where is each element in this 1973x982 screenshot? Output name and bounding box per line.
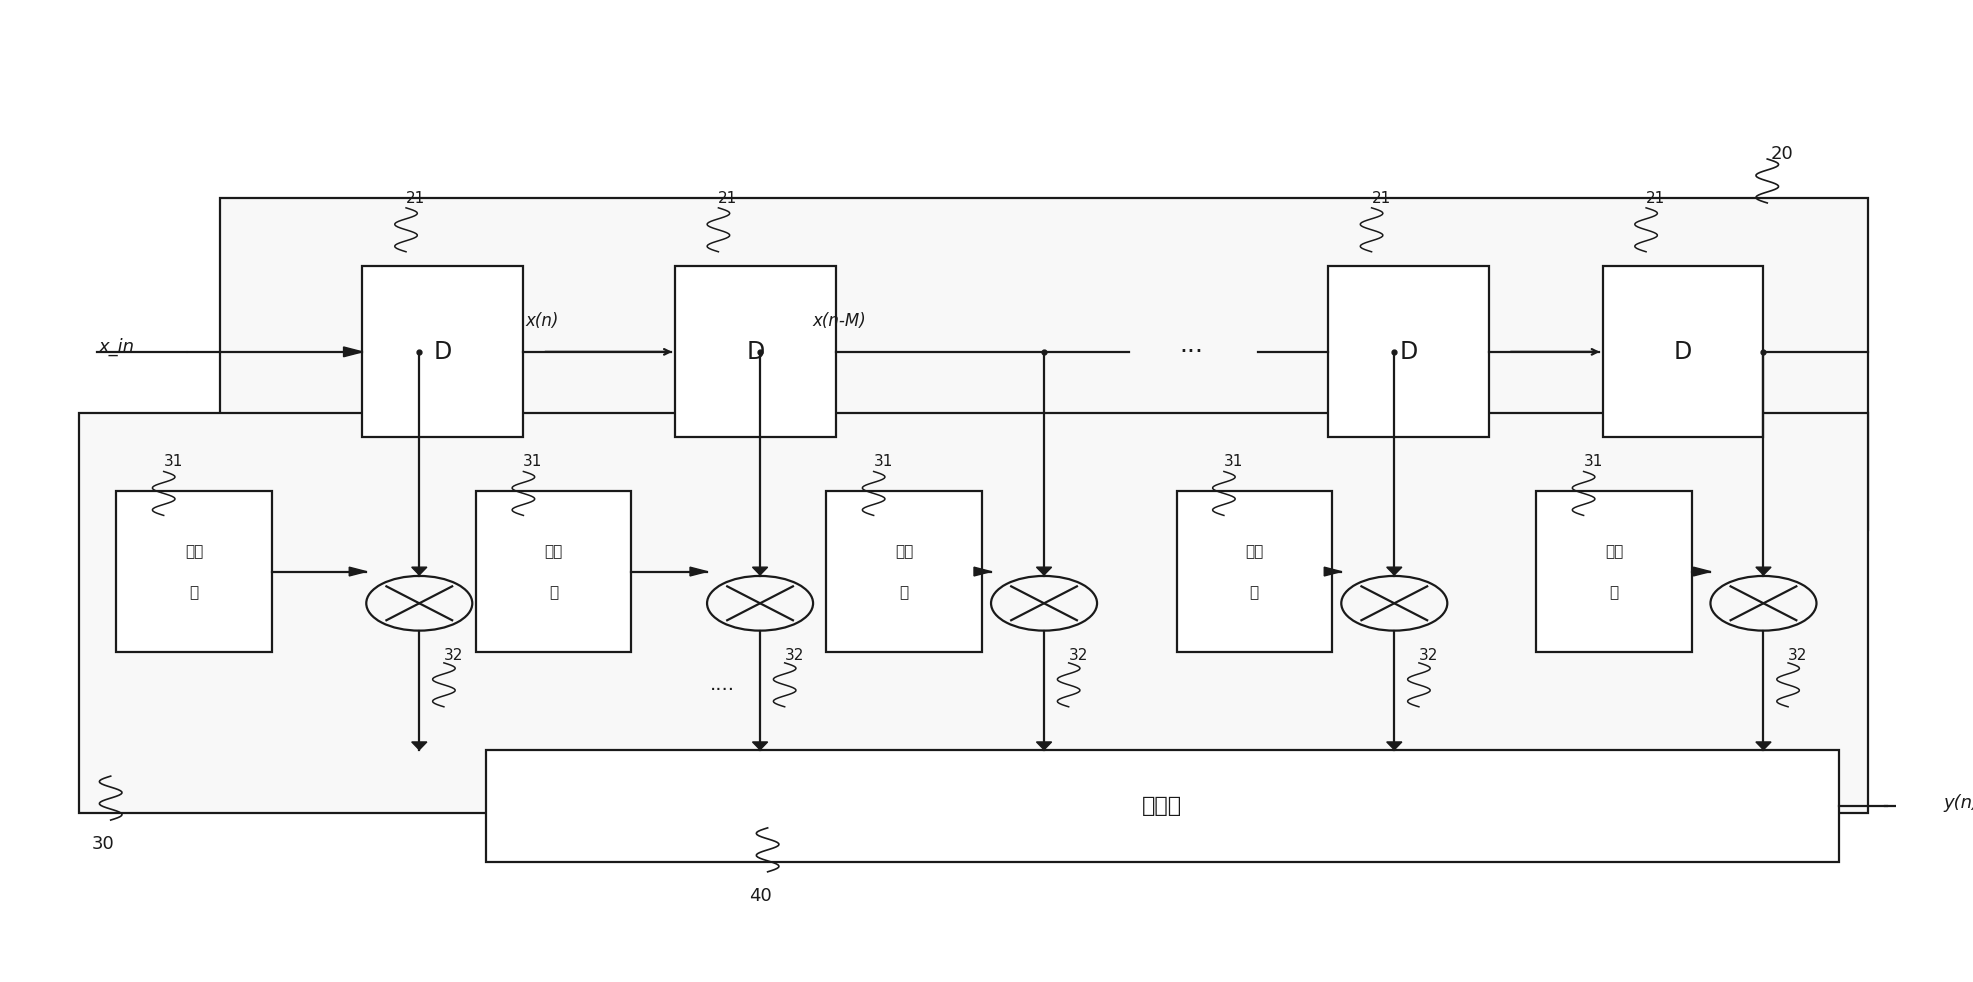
- Text: 累加器: 累加器: [1142, 795, 1182, 816]
- Text: 31: 31: [523, 455, 543, 469]
- Text: 21: 21: [406, 191, 424, 205]
- Text: 21: 21: [1645, 191, 1665, 205]
- Text: 32: 32: [1069, 647, 1087, 663]
- Polygon shape: [752, 568, 767, 575]
- Text: D: D: [1673, 340, 1693, 364]
- Polygon shape: [1756, 742, 1772, 750]
- Bar: [675, 266, 837, 437]
- Text: 31: 31: [874, 455, 894, 469]
- Text: D: D: [1399, 340, 1419, 364]
- Bar: [1602, 266, 1764, 437]
- Polygon shape: [1324, 568, 1342, 576]
- Text: 30: 30: [91, 836, 114, 853]
- Bar: [1176, 491, 1332, 652]
- Text: 32: 32: [444, 647, 464, 663]
- Polygon shape: [691, 568, 706, 576]
- Bar: [1537, 491, 1691, 652]
- Polygon shape: [1036, 742, 1052, 750]
- Text: 器: 器: [548, 585, 558, 601]
- Polygon shape: [1756, 568, 1772, 575]
- Text: x_in: x_in: [99, 338, 134, 356]
- Bar: [79, 412, 1868, 813]
- Bar: [1328, 266, 1490, 437]
- Text: D: D: [434, 340, 452, 364]
- Text: 选择: 选择: [185, 545, 203, 560]
- Text: ····: ····: [710, 681, 734, 700]
- Bar: [475, 491, 631, 652]
- Polygon shape: [752, 742, 767, 750]
- Text: 32: 32: [1419, 647, 1438, 663]
- Text: 21: 21: [718, 191, 738, 205]
- Text: 器: 器: [1249, 585, 1259, 601]
- Text: 选择: 选择: [1604, 545, 1624, 560]
- Text: 40: 40: [748, 887, 771, 905]
- Bar: [485, 750, 1839, 862]
- Text: 器: 器: [900, 585, 908, 601]
- Text: 20: 20: [1772, 145, 1793, 163]
- Bar: [827, 491, 983, 652]
- Polygon shape: [412, 568, 426, 575]
- Polygon shape: [1387, 742, 1403, 750]
- Text: x(n-M): x(n-M): [813, 311, 866, 330]
- Text: 31: 31: [1223, 455, 1243, 469]
- Polygon shape: [975, 568, 990, 576]
- Polygon shape: [1387, 568, 1403, 575]
- Text: 32: 32: [1788, 647, 1807, 663]
- Polygon shape: [412, 742, 426, 750]
- Text: D: D: [746, 340, 764, 364]
- Polygon shape: [1693, 568, 1711, 576]
- Text: 选择: 选择: [1245, 545, 1263, 560]
- Text: 器: 器: [189, 585, 199, 601]
- Polygon shape: [1898, 801, 1916, 810]
- Bar: [363, 266, 523, 437]
- Text: ···: ···: [1180, 340, 1204, 364]
- Text: 器: 器: [1610, 585, 1618, 601]
- Text: 21: 21: [1371, 191, 1391, 205]
- Polygon shape: [349, 568, 367, 576]
- Text: 31: 31: [164, 455, 183, 469]
- Text: 31: 31: [1584, 455, 1602, 469]
- Text: 选择: 选择: [545, 545, 562, 560]
- Polygon shape: [343, 347, 363, 356]
- Text: y(n): y(n): [1943, 794, 1973, 812]
- Bar: [116, 491, 272, 652]
- Polygon shape: [1036, 568, 1052, 575]
- Bar: [221, 198, 1868, 530]
- Text: 选择: 选择: [896, 545, 913, 560]
- Text: 32: 32: [785, 647, 803, 663]
- Text: x(n): x(n): [525, 311, 558, 330]
